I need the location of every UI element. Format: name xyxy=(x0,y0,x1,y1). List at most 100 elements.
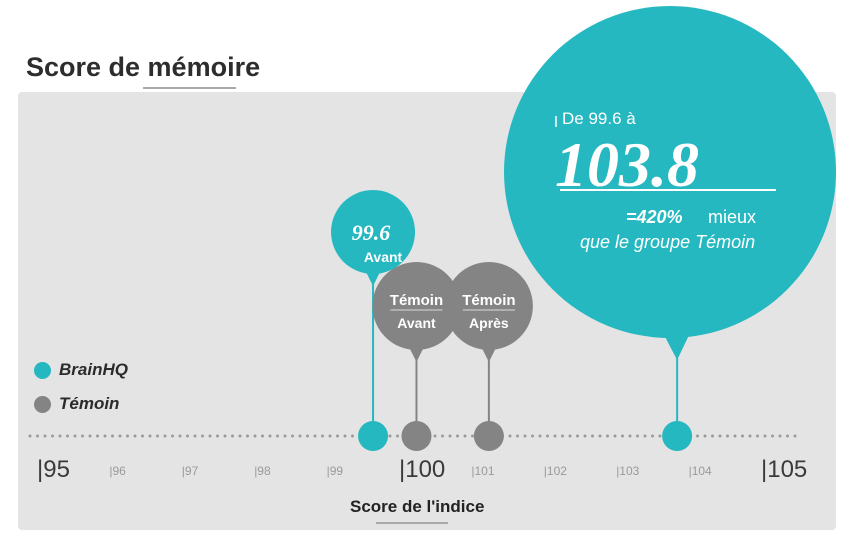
axis-dot xyxy=(726,434,729,438)
data-point-brainhq-final xyxy=(662,421,693,451)
axis-dot xyxy=(463,434,467,438)
axis-dot xyxy=(643,434,647,438)
axis-dot xyxy=(321,434,324,438)
axis-dot xyxy=(118,434,122,438)
axis-dot xyxy=(651,434,654,438)
axis-dot xyxy=(291,434,294,438)
axis-dot xyxy=(628,434,632,438)
axis-dot xyxy=(523,434,527,438)
tick-label-minor: |96 xyxy=(109,464,126,478)
callout-mieux: mieux xyxy=(708,207,756,227)
x-axis-label: Score de l'indice xyxy=(350,497,485,516)
axis-dot xyxy=(516,434,519,438)
axis-dot xyxy=(508,434,512,438)
axis-dot xyxy=(583,434,587,438)
axis-dot xyxy=(576,434,579,438)
axis-dot xyxy=(261,434,264,438)
legend-label-brainhq: BrainHQ xyxy=(59,360,128,379)
axis-dot xyxy=(163,434,167,438)
axis-dot xyxy=(253,434,257,438)
axis-dot xyxy=(201,434,204,438)
axis-dot xyxy=(328,434,332,438)
axis-dot xyxy=(126,434,129,438)
legend-dot-brainhq xyxy=(34,361,51,379)
axis-dot xyxy=(568,434,572,438)
bubble-label-temoin: Témoin xyxy=(462,292,515,309)
tick-label-major: |95 xyxy=(37,456,70,483)
tick-label-minor: |99 xyxy=(327,464,344,478)
tick-label-minor: |97 xyxy=(182,464,199,478)
axis-dot xyxy=(741,434,744,438)
axis-dot xyxy=(621,434,624,438)
tick-label-minor: |98 xyxy=(254,464,271,478)
axis-dot xyxy=(343,434,347,438)
axis-dot xyxy=(606,434,609,438)
axis-dot xyxy=(216,434,219,438)
axis-dot xyxy=(396,434,399,438)
axis-dot xyxy=(598,434,602,438)
bubble-label-brainhq: Avant xyxy=(364,249,403,265)
axis-dot xyxy=(448,434,452,438)
legend-dot-temoin xyxy=(34,395,51,413)
axis-dot xyxy=(733,434,737,438)
axis-dot xyxy=(351,434,354,438)
tick-label-minor: |103 xyxy=(616,464,639,478)
axis-dot xyxy=(696,434,699,438)
chart-title: Score de mémoire xyxy=(26,52,261,82)
axis-dot xyxy=(538,434,542,438)
x-axis-label-underline xyxy=(376,522,448,524)
axis-dot xyxy=(111,434,114,438)
axis-dot xyxy=(36,434,39,438)
axis-dot xyxy=(283,434,287,438)
tick-label-major: |100 xyxy=(399,456,445,483)
axis-dot xyxy=(553,434,557,438)
axis-dot xyxy=(208,434,212,438)
axis-dot xyxy=(298,434,302,438)
axis-dot xyxy=(433,434,437,438)
bubble-pointer-temoin xyxy=(408,346,425,362)
axis-dot xyxy=(658,434,662,438)
callout-pointer xyxy=(653,314,700,360)
axis-dot xyxy=(388,434,392,438)
axis-dot xyxy=(471,434,474,438)
axis-dot xyxy=(561,434,564,438)
axis-dot xyxy=(748,434,752,438)
axis-dot xyxy=(778,434,782,438)
bubble-temoin xyxy=(444,262,533,350)
bubble-value-brainhq: 99.6 xyxy=(352,220,391,245)
axis-dot xyxy=(276,434,279,438)
axis-dot xyxy=(28,434,32,438)
legend-item-brainhq: BrainHQ xyxy=(34,360,128,380)
axis-dot xyxy=(756,434,759,438)
axis-dot xyxy=(148,434,152,438)
callout-line4: que le groupe Témoin xyxy=(580,232,755,252)
axis-dot xyxy=(246,434,249,438)
axis-dot xyxy=(156,434,159,438)
axis-dot xyxy=(178,434,182,438)
axis-dot xyxy=(268,434,272,438)
axis-dot xyxy=(763,434,767,438)
axis-dot xyxy=(793,434,797,438)
axis-dot xyxy=(88,434,92,438)
data-points xyxy=(358,421,693,451)
bubble-sublabel-temoin: Après xyxy=(469,315,509,331)
bubble-sublabel-temoin: Avant xyxy=(397,315,436,331)
tick-label-minor: |104 xyxy=(689,464,712,478)
data-point-temoin xyxy=(473,421,504,451)
axis-dot xyxy=(718,434,722,438)
axis-dot xyxy=(546,434,549,438)
bubble-pointer-temoin xyxy=(480,346,497,362)
axis-dot xyxy=(171,434,174,438)
axis-dot xyxy=(81,434,84,438)
axis-dot xyxy=(223,434,227,438)
callout-percent: =420% xyxy=(626,207,683,227)
axis-dot xyxy=(238,434,242,438)
axis-dot xyxy=(703,434,707,438)
axis-dot xyxy=(591,434,594,438)
tick-label-minor: |102 xyxy=(544,464,567,478)
axis-dot xyxy=(636,434,639,438)
axis-dot xyxy=(441,434,444,438)
axis-dot xyxy=(186,434,189,438)
axis-dot xyxy=(96,434,99,438)
